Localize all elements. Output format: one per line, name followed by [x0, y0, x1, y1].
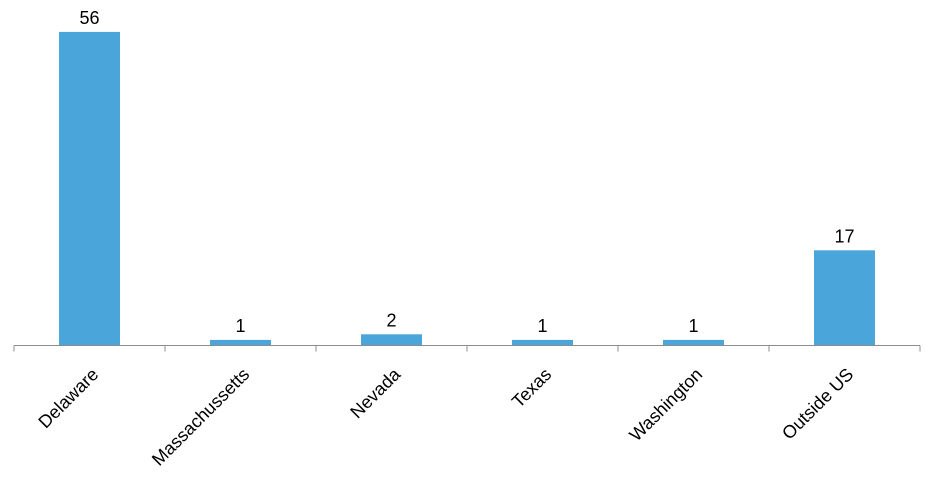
category-label: Outside US: [778, 364, 857, 443]
bar-nevada: [361, 334, 422, 346]
x-axis: [13, 345, 921, 352]
data-labels-layer: 56 1 2 1 1 17: [79, 8, 854, 336]
bars-layer: [59, 31, 875, 346]
data-label: 17: [834, 226, 854, 246]
bar-massachussetts: [210, 339, 271, 346]
category-label: Washington: [625, 364, 706, 445]
category-label: Texas: [508, 364, 555, 411]
bar-washington: [663, 339, 724, 346]
category-label: Delaware: [34, 364, 102, 432]
bar-texas: [512, 339, 573, 346]
category-label: Massachussetts: [148, 364, 253, 469]
data-label: 1: [235, 316, 245, 336]
data-label: 56: [79, 8, 99, 28]
bar-delaware: [59, 31, 120, 346]
data-label: 1: [688, 316, 698, 336]
category-label: Nevada: [346, 363, 405, 422]
bar-outside-us: [814, 250, 875, 346]
data-label: 2: [386, 310, 396, 330]
category-labels-layer: Delaware Massachussetts Nevada Texas Washing…: [34, 363, 857, 469]
data-label: 1: [537, 316, 547, 336]
